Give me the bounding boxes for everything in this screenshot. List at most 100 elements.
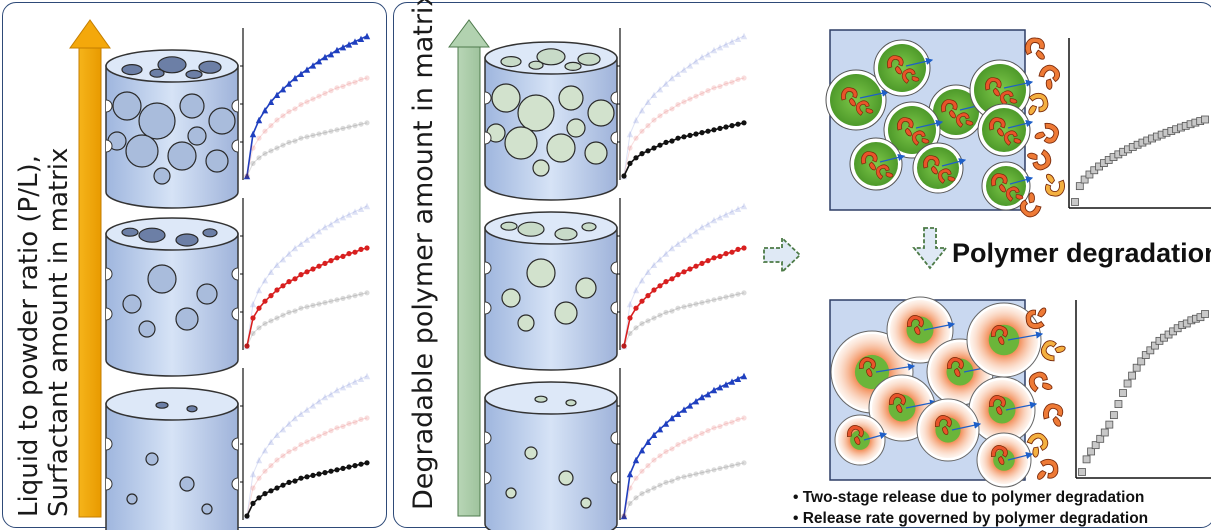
data-point xyxy=(364,120,370,126)
data-point xyxy=(633,135,639,141)
data-point xyxy=(693,301,699,307)
data-point xyxy=(1201,310,1209,318)
data-point xyxy=(334,297,340,303)
drug-molecule-icon xyxy=(1026,432,1049,458)
data-point xyxy=(728,208,736,215)
release-arrow xyxy=(951,421,982,431)
data-point xyxy=(735,121,741,127)
data-point xyxy=(243,172,251,180)
data-point xyxy=(321,53,329,61)
data-point xyxy=(735,76,741,82)
data-point xyxy=(274,457,280,463)
data-point xyxy=(274,287,280,293)
data-point xyxy=(255,286,263,294)
series-line xyxy=(623,205,745,347)
data-point xyxy=(250,330,256,336)
data-point xyxy=(621,343,627,349)
data-point xyxy=(693,93,699,99)
polymer-sphere xyxy=(988,396,1016,424)
data-point xyxy=(717,83,723,89)
data-point xyxy=(705,128,711,134)
data-point xyxy=(668,414,676,422)
data-point xyxy=(328,298,334,304)
data-point xyxy=(656,426,664,433)
release-arrow xyxy=(1007,451,1034,461)
release-chart-bottom xyxy=(1075,300,1211,479)
data-point xyxy=(723,124,729,130)
data-point xyxy=(728,378,736,385)
data-point xyxy=(633,325,639,331)
data-point xyxy=(304,134,310,140)
data-point xyxy=(304,304,310,310)
data-point xyxy=(662,80,670,87)
data-point xyxy=(669,106,675,112)
data-point xyxy=(687,266,693,272)
data-point xyxy=(334,85,340,91)
data-point xyxy=(262,321,268,327)
release-arrow xyxy=(879,153,906,163)
data-point xyxy=(340,83,346,89)
data-point xyxy=(363,202,371,210)
data-point xyxy=(699,130,705,136)
data-point xyxy=(310,132,316,138)
data-point xyxy=(274,315,280,321)
drug-molecule-icon xyxy=(846,425,864,445)
data-point xyxy=(650,431,658,438)
data-point xyxy=(285,250,293,257)
data-point xyxy=(717,465,723,471)
data-point xyxy=(352,123,358,129)
data-point xyxy=(669,138,675,144)
data-point xyxy=(316,93,322,99)
data-point xyxy=(285,80,293,87)
data-point xyxy=(363,32,371,40)
data-point xyxy=(286,449,292,455)
data-point xyxy=(357,35,365,42)
data-point xyxy=(1096,434,1105,443)
data-point xyxy=(298,135,304,141)
data-point xyxy=(698,393,706,401)
data-point xyxy=(710,386,718,394)
polymer-sphere xyxy=(946,358,974,386)
data-point xyxy=(346,294,352,300)
data-point xyxy=(333,216,341,224)
drug-molecule-icon xyxy=(861,151,878,171)
data-point xyxy=(627,330,633,336)
data-point xyxy=(704,221,712,228)
data-point xyxy=(267,268,275,275)
data-point xyxy=(346,464,352,470)
data-point xyxy=(334,127,340,133)
data-point xyxy=(352,463,358,469)
data-point xyxy=(328,88,334,94)
data-point xyxy=(698,53,706,61)
data-point xyxy=(268,293,274,299)
data-point xyxy=(1091,441,1100,450)
data-point xyxy=(274,117,280,123)
data-point xyxy=(681,269,687,275)
data-point xyxy=(656,86,664,93)
release-arrow xyxy=(875,363,916,373)
data-point xyxy=(303,236,311,243)
data-point xyxy=(1141,351,1150,359)
data-point xyxy=(680,236,688,243)
data-point xyxy=(639,491,645,497)
data-point xyxy=(633,475,639,481)
data-point xyxy=(268,488,274,494)
data-point xyxy=(717,295,723,301)
data-point xyxy=(309,402,317,409)
data-point xyxy=(686,232,694,239)
data-point xyxy=(681,134,687,140)
drug-molecule-icon xyxy=(1037,459,1059,480)
data-point xyxy=(687,472,693,478)
release-chart xyxy=(617,368,748,520)
polymer-sphere xyxy=(830,74,882,126)
data-point xyxy=(364,460,370,466)
drug-molecule-icon xyxy=(1034,122,1059,144)
drug-molecule-icon xyxy=(1038,64,1061,90)
polymer-sphere xyxy=(854,142,898,186)
data-point xyxy=(364,245,370,251)
data-point xyxy=(741,415,747,421)
data-point xyxy=(741,75,747,81)
data-point xyxy=(711,297,717,303)
data-point xyxy=(310,96,316,102)
bullet-release-rate: • Release rate governed by polymer degra… xyxy=(793,510,1149,527)
